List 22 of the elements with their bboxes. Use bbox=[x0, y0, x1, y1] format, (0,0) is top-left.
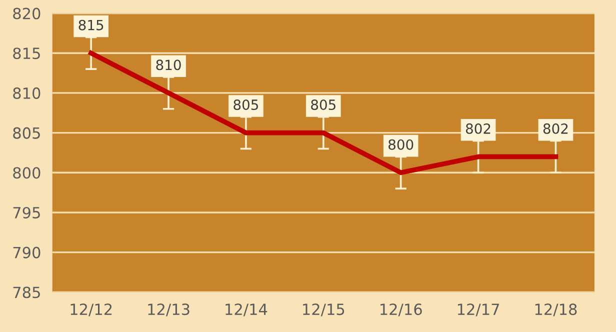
x-tick-label: 12/17 bbox=[458, 304, 499, 316]
data-label: 810 bbox=[156, 60, 181, 70]
y-tick-label: 815 bbox=[13, 48, 40, 60]
data-label: 805 bbox=[234, 100, 258, 110]
x-tick-label: 12/13 bbox=[148, 304, 190, 316]
x-tick-label: 12/16 bbox=[380, 304, 422, 316]
x-tick-label: 12/14 bbox=[226, 304, 268, 316]
y-tick-label: 785 bbox=[13, 286, 40, 298]
data-label: 805 bbox=[311, 100, 336, 110]
y-tick-label: 805 bbox=[13, 127, 40, 139]
y-tick-label: 790 bbox=[13, 246, 40, 258]
x-tick-label: 12/15 bbox=[303, 304, 344, 316]
x-tick-label: 12/12 bbox=[70, 304, 112, 316]
data-label: 802 bbox=[466, 123, 490, 134]
x-tick-label: 12/18 bbox=[535, 304, 577, 316]
data-label: 802 bbox=[543, 123, 568, 134]
y-tick-label: 795 bbox=[13, 206, 40, 218]
y-tick-label: 800 bbox=[13, 167, 40, 179]
y-tick-label: 810 bbox=[13, 87, 40, 99]
y-tick-label: 820 bbox=[13, 8, 40, 20]
data-label: 800 bbox=[388, 139, 414, 150]
data-label: 815 bbox=[78, 20, 104, 30]
